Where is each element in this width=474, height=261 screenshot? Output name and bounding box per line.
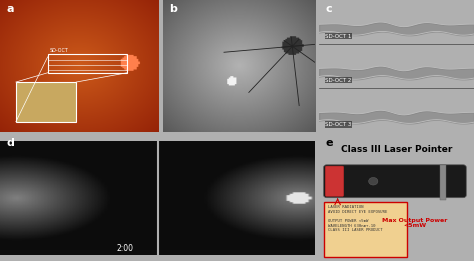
- Text: a: a: [6, 4, 14, 14]
- Text: SD-OCT 3: SD-OCT 3: [325, 122, 352, 127]
- FancyBboxPatch shape: [324, 165, 466, 198]
- Text: SD-OCT 2: SD-OCT 2: [325, 78, 352, 83]
- Bar: [47, 54, 127, 73]
- Text: e: e: [325, 138, 333, 148]
- Text: Max Output Power
<5mW: Max Output Power <5mW: [383, 218, 448, 228]
- FancyBboxPatch shape: [324, 201, 407, 257]
- Text: SD-OCT: SD-OCT: [49, 48, 68, 53]
- Text: LASER RADIATION
AVOID DIRECT EYE EXPOSURE

OUTPUT POWER <5mW
WAVELENGTH 630nm+-1: LASER RADIATION AVOID DIRECT EYE EXPOSUR…: [328, 205, 388, 232]
- Text: SD-OCT 1: SD-OCT 1: [325, 34, 352, 39]
- Text: 2:00: 2:00: [117, 244, 134, 253]
- Text: d: d: [6, 138, 14, 148]
- Text: Class III Laser Pointer: Class III Laser Pointer: [341, 145, 452, 153]
- FancyBboxPatch shape: [325, 166, 344, 197]
- Text: b: b: [169, 4, 176, 14]
- Bar: [440, 165, 446, 200]
- Circle shape: [369, 177, 378, 185]
- Text: c: c: [325, 4, 332, 14]
- Bar: [16, 82, 76, 122]
